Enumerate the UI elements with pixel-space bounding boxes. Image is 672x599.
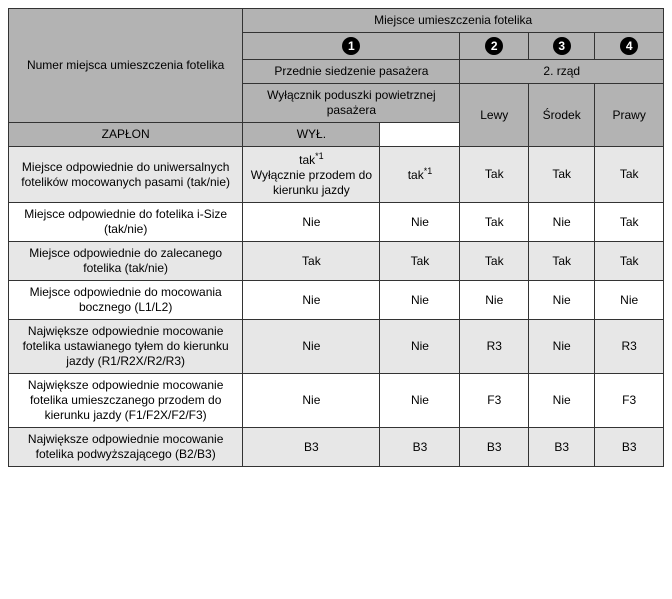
- cell: B3: [529, 428, 595, 467]
- circle-2-icon: 2: [485, 37, 503, 55]
- cell: Nie: [380, 374, 460, 428]
- cell: F3: [595, 374, 664, 428]
- cell: Tak: [380, 242, 460, 281]
- cell: Tak: [460, 147, 529, 203]
- cell: Tak: [595, 147, 664, 203]
- table-body: Miejsce odpowiednie do uniwersalnych fot…: [9, 147, 664, 467]
- table-row: Największe odpowiednie mocowanie fotelik…: [9, 374, 664, 428]
- cell: Nie: [243, 203, 380, 242]
- cell: Nie: [595, 281, 664, 320]
- col-circle-4: 4: [595, 33, 664, 60]
- table-header: Numer miejsca umieszczenia fotelika Miej…: [9, 9, 664, 147]
- front-seat-header: Przednie siedzenie pasażera: [243, 60, 460, 84]
- cell: Nie: [529, 203, 595, 242]
- seat-position-table: Numer miejsca umieszczenia fotelika Miej…: [8, 8, 664, 467]
- cell: R3: [595, 320, 664, 374]
- cell: Tak: [460, 242, 529, 281]
- cell: Tak: [529, 242, 595, 281]
- table-row: Największe odpowiednie mocowanie fotelik…: [9, 428, 664, 467]
- cell: Nie: [380, 203, 460, 242]
- circle-3-icon: 3: [553, 37, 571, 55]
- row-label: Największe odpowiednie mocowanie fotelik…: [9, 428, 243, 467]
- second-row-header: 2. rząd: [460, 60, 664, 84]
- row-label: Miejsce odpowiednie do fotelika i-Size (…: [9, 203, 243, 242]
- off-header: WYŁ.: [243, 123, 380, 147]
- row-label: Miejsce odpowiednie do mocowania boczneg…: [9, 281, 243, 320]
- cell: B3: [380, 428, 460, 467]
- table-row: Największe odpowiednie mocowanie fotelik…: [9, 320, 664, 374]
- row-label: Największe odpowiednie mocowanie fotelik…: [9, 374, 243, 428]
- cell: R3: [460, 320, 529, 374]
- table-row: Miejsce odpowiednie do fotelika i-Size (…: [9, 203, 664, 242]
- circle-4-icon: 4: [620, 37, 638, 55]
- cell: Nie: [243, 320, 380, 374]
- cell: Tak: [595, 242, 664, 281]
- cell: Nie: [243, 281, 380, 320]
- cell: B3: [460, 428, 529, 467]
- cell: B3: [243, 428, 380, 467]
- cell: Nie: [380, 281, 460, 320]
- top-title: Miejsce umieszczenia fotelika: [243, 9, 664, 33]
- left-header: Lewy: [460, 84, 529, 147]
- cell: tak*1: [380, 147, 460, 203]
- cell: Nie: [529, 320, 595, 374]
- table-row: Miejsce odpowiednie do zalecanego foteli…: [9, 242, 664, 281]
- row-label: Największe odpowiednie mocowanie fotelik…: [9, 320, 243, 374]
- circle-1-icon: 1: [342, 37, 360, 55]
- cell: Nie: [380, 320, 460, 374]
- cell: Nie: [529, 374, 595, 428]
- cell: Tak: [595, 203, 664, 242]
- cell: tak*1Wyłącznie przodem do kierunku jazdy: [243, 147, 380, 203]
- on-header: ZAPŁON: [9, 123, 243, 147]
- cell: Tak: [460, 203, 529, 242]
- col-circle-3: 3: [529, 33, 595, 60]
- cell: Nie: [243, 374, 380, 428]
- center-header: Środek: [529, 84, 595, 147]
- col-circle-1: 1: [243, 33, 460, 60]
- row-label: Miejsce odpowiednie do zalecanego foteli…: [9, 242, 243, 281]
- right-header: Prawy: [595, 84, 664, 147]
- cell: Nie: [460, 281, 529, 320]
- table-row: Miejsce odpowiednie do uniwersalnych fot…: [9, 147, 664, 203]
- table-row: Miejsce odpowiednie do mocowania boczneg…: [9, 281, 664, 320]
- row-label: Miejsce odpowiednie do uniwersalnych fot…: [9, 147, 243, 203]
- cell: Tak: [529, 147, 595, 203]
- cell: B3: [595, 428, 664, 467]
- row-title-header: Numer miejsca umieszczenia fotelika: [9, 9, 243, 123]
- cell: F3: [460, 374, 529, 428]
- col-circle-2: 2: [460, 33, 529, 60]
- cell: Nie: [529, 281, 595, 320]
- cell: Tak: [243, 242, 380, 281]
- airbag-switch-header: Wyłącznik poduszki powietrznej pasażera: [243, 84, 460, 123]
